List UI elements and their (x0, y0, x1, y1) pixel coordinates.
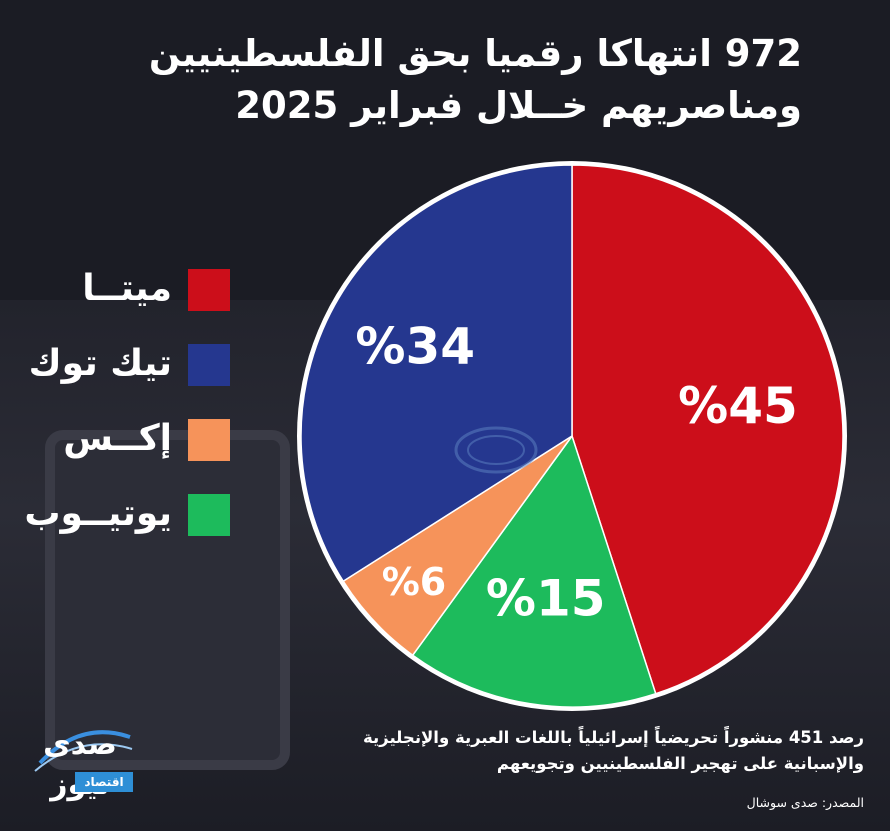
watermark-logo-icon (454, 426, 538, 474)
footnote-line-1: رصد 451 منشوراً تحريضياً إسرائيلياً بالل… (362, 728, 864, 747)
legend-swatch (188, 419, 230, 461)
legend-label: إكــس (63, 418, 172, 459)
legend-swatch (188, 344, 230, 386)
legend-item-meta: ميتــا (30, 265, 230, 313)
source-text: المصدر: صدى سوشال (746, 795, 864, 810)
chart-title: 972 انتهاكا رقميا بحق الفلسطينيين ومناصر… (102, 28, 802, 132)
footnote: رصد 451 منشوراً تحريضياً إسرائيلياً بالل… (344, 725, 864, 777)
background-tablet-illustration (45, 430, 290, 770)
legend-label: ميتــا (82, 268, 172, 309)
logo-swoosh-icon (34, 730, 133, 772)
legend-label: يوتيــوب (24, 493, 172, 534)
legend-item-tiktok: تيك توك (29, 340, 230, 388)
legend-item-x: إكــس (30, 415, 230, 463)
logo-subtitle: اقتصاد (75, 772, 133, 792)
footnote-line-2: والإسبانية على تهجير الفلسطينيين وتجويعه… (496, 754, 864, 773)
logo-name: صدى نيوز (43, 727, 117, 802)
title-line-2: ومناصريهم خــلال فبراير 2025 (235, 84, 802, 127)
legend: ميتــا تيك توك إكــس يوتيــوب (24, 265, 230, 565)
brand-logo: صدى نيوز اقتصاد (20, 715, 140, 805)
legend-swatch (188, 494, 230, 536)
legend-swatch (188, 269, 230, 311)
title-line-1: 972 انتهاكا رقميا بحق الفلسطينيين (148, 32, 802, 75)
legend-item-youtube: يوتيــوب (24, 490, 230, 538)
legend-label: تيك توك (28, 343, 172, 384)
